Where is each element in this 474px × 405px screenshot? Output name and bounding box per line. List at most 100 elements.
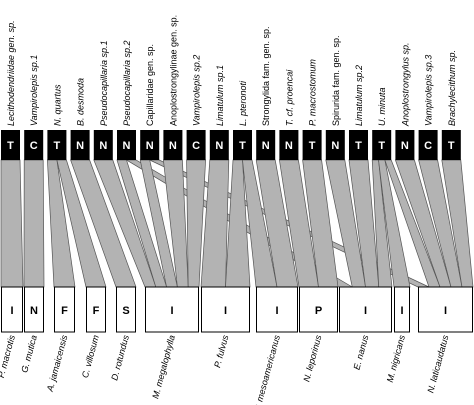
host-code: I bbox=[10, 305, 13, 317]
parasite-code: T bbox=[54, 140, 61, 152]
parasite-name: Pseudocapillaria sp.1 bbox=[99, 40, 109, 126]
host-name: P. mesoamericanus bbox=[252, 333, 282, 405]
host-box bbox=[201, 286, 250, 333]
host-name: M. megalophylla bbox=[150, 334, 177, 400]
host-box bbox=[145, 286, 199, 333]
parasite-name: Vampirolepis sp.1 bbox=[29, 55, 39, 126]
parasite-box bbox=[93, 130, 113, 160]
parasite-name: Pseudocapillaria sp.2 bbox=[122, 40, 132, 126]
parasite-strongylida-fam-gen-sp: N Strongylida fam. gen. sp. bbox=[256, 26, 276, 160]
parasite-brachylecithum-sp: T Brachylecithum sp. bbox=[441, 50, 461, 160]
parasite-anoplostrongylus-sp: N Anoplostrongylus sp. bbox=[395, 42, 415, 160]
host-a-jamaicensis: F A. jamaicensis bbox=[44, 286, 75, 394]
parasite-code: T bbox=[378, 140, 385, 152]
host-c-villosum: F C. villosum bbox=[80, 286, 106, 379]
parasite-name: Anoplostrongylus sp. bbox=[400, 42, 410, 127]
parasite-t-cf-proencai: N T. cf. proencai bbox=[279, 69, 299, 160]
host-name: N. leporinus bbox=[301, 333, 323, 382]
parasite-name: Vampirolepis sp.3 bbox=[424, 55, 434, 126]
parasite-code: N bbox=[76, 140, 84, 152]
host-box bbox=[1, 286, 23, 333]
parasite-name: Vampirolepis sp.2 bbox=[192, 55, 202, 126]
parasite-code: N bbox=[146, 140, 154, 152]
parasite-spirurida-fam-gen-sp: N Spirurida fam. gen. sp. bbox=[325, 35, 345, 160]
parasite-u-minuta: T U. minuta bbox=[372, 87, 392, 160]
host-n-leporinus: P N. leporinus bbox=[299, 286, 338, 383]
link-lecithodendriidae-gen-sp-to-p-macrotis bbox=[0, 159, 24, 288]
host-p-macrotis: I P. macrotis bbox=[0, 286, 23, 379]
parasite-name: U. minuta bbox=[377, 87, 387, 126]
host-e-nanus: I E. nanus bbox=[339, 286, 392, 371]
parasite-name: B. desmoda bbox=[76, 78, 86, 126]
host-code: S bbox=[122, 305, 129, 317]
parasite-box bbox=[117, 130, 136, 160]
host-name: A. jamaicensis bbox=[44, 333, 69, 393]
host-m-megalophylla: I M. megalophylla bbox=[145, 286, 199, 400]
parasite-lecithodendriidae-gen-sp: T Lecithodendriidae gen. sp. bbox=[1, 20, 20, 160]
host-name: N. laticaudatus bbox=[425, 333, 450, 394]
parasite-box bbox=[186, 130, 206, 160]
host-box bbox=[394, 286, 410, 333]
host-code: N bbox=[30, 305, 38, 317]
host-name: D. rotundus bbox=[109, 333, 131, 381]
link-vampirolepis-sp-1-to-g-mutica bbox=[23, 159, 45, 288]
links-layer bbox=[0, 159, 474, 288]
host-code: I bbox=[400, 305, 403, 317]
host-d-rotundus: S D. rotundus bbox=[109, 286, 136, 381]
parasite-box bbox=[279, 130, 299, 160]
host-name: G. mutica bbox=[19, 334, 39, 374]
host-box bbox=[24, 286, 44, 333]
host-name: E. nanus bbox=[352, 333, 371, 370]
host-code: F bbox=[93, 305, 100, 317]
parasite-box bbox=[233, 130, 252, 160]
parasite-code: N bbox=[401, 140, 409, 152]
parasite-code: T bbox=[7, 140, 14, 152]
parasite-anoplostrongylinae-gen-sp: N Anoplostrongylinae gen. sp. bbox=[163, 15, 183, 160]
host-row: I P. macrotis N G. mutica F A. jamaicensis F C.… bbox=[0, 286, 473, 405]
parasite-name: L. pteronoti bbox=[238, 80, 248, 126]
host-code: I bbox=[224, 305, 227, 317]
host-box bbox=[54, 286, 75, 333]
parasite-name: Brachylecithum sp. bbox=[447, 50, 457, 126]
parasite-code: C bbox=[30, 140, 38, 152]
parasite-name: Spirurida fam. gen. sp. bbox=[331, 35, 341, 126]
host-n-laticaudatus: I N. laticaudatus bbox=[418, 286, 473, 394]
parasite-code: T bbox=[355, 140, 362, 152]
parasite-code: N bbox=[169, 140, 177, 152]
parasite-l-pteronoti: T L. pteronoti bbox=[233, 80, 252, 160]
parasite-box bbox=[325, 130, 345, 160]
parasite-code: T bbox=[309, 140, 316, 152]
host-box bbox=[299, 286, 338, 333]
host-box bbox=[116, 286, 136, 333]
host-code: P bbox=[315, 305, 322, 317]
host-code: I bbox=[275, 305, 278, 317]
parasite-code: N bbox=[331, 140, 339, 152]
host-box bbox=[339, 286, 392, 333]
parasite-code: T bbox=[448, 140, 455, 152]
host-name: M. nigricans bbox=[385, 333, 407, 383]
parasite-name: P. macrostomum bbox=[308, 59, 318, 126]
parasite-p-macrostomum: T P. macrostomum bbox=[302, 59, 322, 160]
parasite-name: Lecithodendriidae gen. sp. bbox=[6, 20, 16, 126]
parasite-pseudocapillaria-sp-2: N Pseudocapillaria sp.2 bbox=[117, 40, 136, 160]
parasite-code: N bbox=[123, 140, 131, 152]
host-name: C. villosum bbox=[80, 333, 101, 379]
parasite-code: N bbox=[285, 140, 293, 152]
host-p-mesoamericanus: I P. mesoamericanus bbox=[252, 286, 298, 405]
parasite-name: Anoplostrongylinae gen. sp. bbox=[168, 15, 178, 126]
host-p-fulvus: I P. fulvus bbox=[201, 286, 250, 369]
parasite-box bbox=[256, 130, 276, 160]
parasite-vampirolepis-sp-3: C Vampirolepis sp.3 bbox=[418, 55, 438, 160]
parasite-name: Limatulum sp.2 bbox=[354, 65, 364, 126]
host-box bbox=[418, 286, 473, 333]
parasite-vampirolepis-sp-2: C Vampirolepis sp.2 bbox=[186, 55, 206, 160]
parasite-box bbox=[140, 130, 160, 160]
parasite-code: N bbox=[215, 140, 223, 152]
parasite-b-desmoda: N B. desmoda bbox=[70, 78, 90, 160]
parasite-box bbox=[70, 130, 90, 160]
link-limatulum-sp-1-to-p-fulvus bbox=[200, 159, 230, 288]
parasite-box bbox=[349, 130, 368, 160]
parasite-name: T. cf. proencai bbox=[284, 69, 294, 126]
parasite-box bbox=[47, 130, 67, 160]
